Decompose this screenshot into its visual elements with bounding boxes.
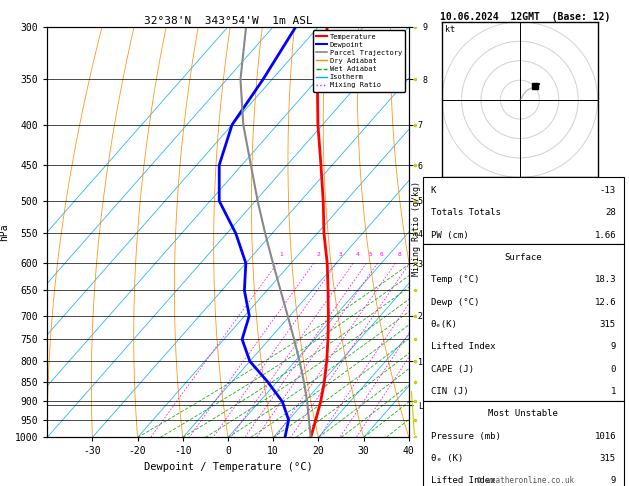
Text: 9: 9	[611, 342, 616, 351]
Text: Dewp (°C): Dewp (°C)	[431, 297, 479, 307]
Text: Most Unstable: Most Unstable	[488, 409, 559, 418]
Text: CAPE (J): CAPE (J)	[431, 364, 474, 374]
Text: PW (cm): PW (cm)	[431, 230, 469, 240]
Text: 0: 0	[611, 364, 616, 374]
Bar	[423, 244, 624, 401]
Text: Pressure (mb): Pressure (mb)	[431, 432, 501, 441]
Text: 28: 28	[605, 208, 616, 217]
Text: Lifted Index: Lifted Index	[431, 476, 495, 486]
Text: 4: 4	[355, 252, 359, 258]
Text: © weatheronline.co.uk: © weatheronline.co.uk	[477, 476, 574, 485]
Text: 315: 315	[600, 320, 616, 329]
Text: 18.3: 18.3	[594, 275, 616, 284]
Bar	[423, 177, 624, 244]
Text: 6: 6	[380, 252, 383, 258]
Text: θₑ (K): θₑ (K)	[431, 454, 463, 463]
Bar	[423, 401, 624, 486]
Text: Mixing Ratio (g/kg): Mixing Ratio (g/kg)	[412, 181, 421, 276]
X-axis label: Dewpoint / Temperature (°C): Dewpoint / Temperature (°C)	[143, 462, 313, 472]
Text: θₑ(K): θₑ(K)	[431, 320, 458, 329]
Text: Totals Totals: Totals Totals	[431, 208, 501, 217]
Text: 315: 315	[600, 454, 616, 463]
Title: 32°38'N  343°54'W  1m ASL: 32°38'N 343°54'W 1m ASL	[143, 16, 313, 26]
Text: Lifted Index: Lifted Index	[431, 342, 495, 351]
Y-axis label: hPa: hPa	[0, 223, 9, 241]
Text: 5: 5	[369, 252, 372, 258]
Text: 3: 3	[338, 252, 342, 258]
Text: 1.66: 1.66	[594, 230, 616, 240]
Text: 2: 2	[316, 252, 320, 258]
Text: -13: -13	[600, 186, 616, 195]
Text: Temp (°C): Temp (°C)	[431, 275, 479, 284]
Text: 1: 1	[279, 252, 283, 258]
Text: 9: 9	[611, 476, 616, 486]
Text: 8: 8	[398, 252, 401, 258]
Text: CIN (J): CIN (J)	[431, 387, 469, 396]
Text: 1016: 1016	[594, 432, 616, 441]
Text: 12.6: 12.6	[594, 297, 616, 307]
Legend: Temperature, Dewpoint, Parcel Trajectory, Dry Adiabat, Wet Adiabat, Isotherm, Mi: Temperature, Dewpoint, Parcel Trajectory…	[313, 30, 405, 92]
Text: 10.06.2024  12GMT  (Base: 12): 10.06.2024 12GMT (Base: 12)	[440, 12, 610, 22]
Text: K: K	[431, 186, 436, 195]
Text: 1: 1	[611, 387, 616, 396]
Y-axis label: km
ASL: km ASL	[441, 232, 459, 254]
Text: kt: kt	[445, 25, 455, 34]
Text: Surface: Surface	[504, 253, 542, 262]
